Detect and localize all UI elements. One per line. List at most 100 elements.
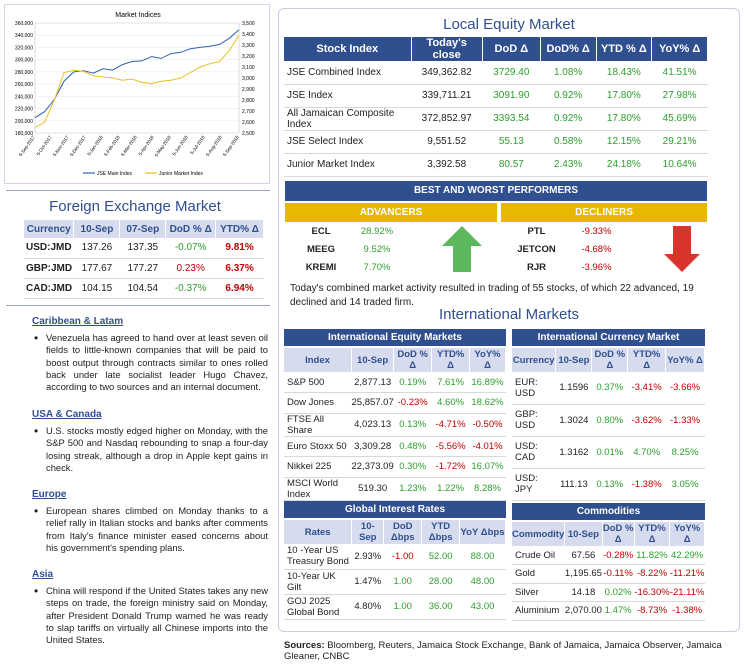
ieq-ytd: 4.60% <box>431 392 470 414</box>
fx-ytd: 9.81% <box>215 238 264 259</box>
ieq-ytd: 7.61% <box>431 372 470 393</box>
rates-value: 1.47% <box>351 569 384 595</box>
advancers-list: ECL 28.92% MEEG 9.52% KREMI 7.70% <box>290 222 410 276</box>
y-left-tick-label: 320,000 <box>15 45 33 51</box>
decliner-symbol: PTL <box>527 225 546 237</box>
fx-dod: -0.07% <box>165 238 216 259</box>
decliner-pct: -9.33% <box>581 225 612 237</box>
y-left-tick-label: 200,000 <box>15 119 33 125</box>
news-item-caribbean: Venezuela has agreed to hand over at lea… <box>32 332 268 393</box>
x-tick-label: 5-Jan-2018 <box>86 134 104 156</box>
equity-index-name: JSE Select Index <box>284 130 412 154</box>
fx-previous: 177.27 <box>119 258 166 279</box>
legend-label-jse-main: JSE Main Index <box>97 171 133 177</box>
comm-value: 1,195.65 <box>564 564 603 584</box>
icur-ytd: -3.41% <box>627 372 666 405</box>
rates-name: GOJ 2025 Global Bond <box>284 594 352 620</box>
comm-header: DoD % Δ <box>602 522 635 546</box>
equity-close: 9,551.52 <box>411 130 483 154</box>
advancer-symbol: KREMI <box>305 261 337 273</box>
news-item-asia: China will respond if the United States … <box>32 585 268 646</box>
equity-ytd: 17.80% <box>596 107 652 131</box>
icur-row: USD: CAD 1.3162 0.01% 4.70% 8.25% <box>512 436 705 469</box>
equity-dodp: 0.58% <box>540 130 597 154</box>
comm-name: Gold <box>512 564 565 584</box>
ieq-name: Euro Stoxx 50 <box>284 436 352 457</box>
ieq-name: S&P 500 <box>284 372 352 393</box>
rates-name: 10 -Year US Treasury Bond <box>284 544 352 570</box>
icur-value: 1.3162 <box>555 436 592 469</box>
y-left-tick-label: 280,000 <box>15 70 33 76</box>
ieq-row: Nikkei 225 22,373.09 0.30% -1.72% 16.07% <box>284 456 506 478</box>
ieq-value: 25,857.07 <box>351 392 394 414</box>
ieq-dod: 0.13% <box>393 413 432 437</box>
ieq-value: 22,373.09 <box>351 456 394 478</box>
comm-dod: 0.02% <box>602 583 635 602</box>
news-item-europe: European shares climbed on Monday thanks… <box>32 505 268 554</box>
fx-ytd: 6.37% <box>215 258 264 279</box>
icur-name: USD: JPY <box>512 468 556 501</box>
y-left-tick-label: 340,000 <box>15 33 33 39</box>
equity-header: DoD Δ <box>482 37 541 61</box>
advancer-pct: 9.52% <box>363 243 391 255</box>
ieq-dod: 1.23% <box>393 477 432 501</box>
x-tick-label: 5-Jun-2018 <box>171 134 189 156</box>
x-tick-label: 5-Aug-2018 <box>205 134 223 157</box>
equity-ytd: 18.43% <box>596 61 652 85</box>
interest-rates-table: Rates 10-Sep DoD Δbps YTD Δbps YoY Δbps 10 -… <box>284 520 506 620</box>
icur-header: Currency <box>512 348 557 372</box>
decliners-list: PTL -9.33% JETCON -4.68% RJR -3.96% <box>506 222 626 276</box>
y-left-tick-label: 360,000 <box>15 21 33 27</box>
advancer-symbol: ECL <box>311 225 331 237</box>
ieq-name: Nikkei 225 <box>284 456 352 478</box>
equity-yoy: 27.98% <box>651 84 708 108</box>
ieq-value: 3,309.28 <box>351 436 394 457</box>
equity-ytd: 12.15% <box>596 130 652 154</box>
comm-header: Commodity <box>512 522 566 546</box>
comm-header: YTD% Δ <box>634 522 671 546</box>
ieq-yoy: -4.01% <box>469 436 506 457</box>
fx-dod: -0.37% <box>165 278 216 299</box>
icur-dod: 0.37% <box>591 372 628 405</box>
icur-yoy: 8.25% <box>665 436 705 469</box>
icur-value: 1.1596 <box>555 372 592 405</box>
fx-dod: 0.23% <box>165 258 216 279</box>
equity-dodp: 0.92% <box>540 107 597 131</box>
y-right-tick-label: 2,800 <box>242 98 255 104</box>
ieq-yoy: 8.28% <box>469 477 506 501</box>
icur-header: YTD% Δ <box>627 348 667 372</box>
equity-close: 372,852.97 <box>411 107 483 131</box>
y-right-tick-label: 2,900 <box>242 87 255 93</box>
equity-index-name: All Jamaican Composite Index <box>284 107 412 131</box>
ieq-header: DoD % Δ <box>393 348 433 372</box>
ieq-dod: 0.30% <box>393 456 432 478</box>
comm-name: Silver <box>512 583 565 602</box>
comm-header: YoY% Δ <box>669 522 705 546</box>
best-worst-performers: BEST AND WORST PERFORMERS ADVANCERS DECL… <box>285 181 707 222</box>
ieq-dod: -0.23% <box>393 392 432 414</box>
rates-dod: 1.00 <box>383 594 422 620</box>
rates-yoy: 43.00 <box>459 594 506 620</box>
y-right-tick-label: 3,200 <box>242 54 255 60</box>
y-right-tick-label: 3,400 <box>242 32 255 38</box>
decliner-row: JETCON -4.68% <box>506 240 626 258</box>
fx-current: 177.67 <box>73 258 120 279</box>
ieq-dod: 0.48% <box>393 436 432 457</box>
y-right-tick-label: 3,000 <box>242 76 255 82</box>
decliner-pct: -4.68% <box>581 243 612 255</box>
decliner-row: PTL -9.33% <box>506 222 626 240</box>
equity-dod: 80.57 <box>482 153 541 177</box>
ieq-row: S&P 500 2,877.13 0.19% 7.61% 16.89% <box>284 372 506 393</box>
fx-currency: USD:JMD <box>24 238 74 259</box>
interest-rates-title: Global Interest Rates <box>284 501 506 518</box>
rates-yoy: 48.00 <box>459 569 506 595</box>
advancer-symbol: MEEG <box>307 243 335 255</box>
ieq-name: FTSE All Share <box>284 413 352 437</box>
icur-row: GBP: USD 1.3024 0.80% -3.62% -1.33% <box>512 404 705 437</box>
fx-header: YTD% Δ <box>215 220 264 238</box>
equity-dodp: 0.92% <box>540 84 597 108</box>
rates-dod: -1.00 <box>383 544 422 570</box>
y-right-tick-label: 3,100 <box>242 65 255 71</box>
rates-header: Rates <box>284 520 353 544</box>
icur-yoy: -1.33% <box>665 404 705 437</box>
